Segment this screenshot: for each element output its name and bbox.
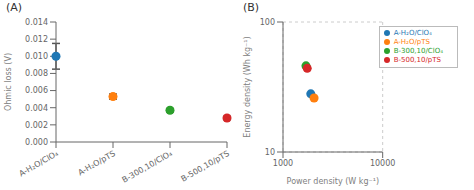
svg-text:10: 10 [265,148,275,157]
svg-text:0.004: 0.004 [25,104,48,113]
html-text:(B): (B) [243,1,260,14]
svg-text:0.002: 0.002 [25,121,48,130]
html-text:B-300,10/ClO₄: B-300,10/ClO₄ [393,47,443,55]
svg-text:1000: 1000 [273,159,293,168]
html-text:A-H₂O/pTS: A-H₂O/pTS [393,38,430,46]
svg-text:A-H₂O/pTS: A-H₂O/pTS [76,149,116,178]
svg-text:0.000: 0.000 [25,138,48,147]
html-text:B-500,10/pTS: B-500,10/pTS [393,56,441,64]
svg-text:0.012: 0.012 [25,35,48,44]
html-text:(A): (A) [6,1,23,14]
svg-text:A-H₂O/ClO₄: A-H₂O/ClO₄ [17,149,59,179]
svg-text:Ohmic loss (V): Ohmic loss (V) [8,53,13,111]
svg-text:Energy density (Wh kg⁻¹): Energy density (Wh kg⁻¹) [243,36,252,137]
html-text:A-H₂O/ClO₄: A-H₂O/ClO₄ [393,29,432,37]
svg-text:10000: 10000 [370,159,395,168]
svg-text:B-500,10/pTS: B-500,10/pTS [179,149,230,184]
svg-text:Power density (W kg⁻¹): Power density (W kg⁻¹) [287,177,379,186]
svg-text:0.006: 0.006 [25,86,48,95]
svg-text:B-300,10/ClO₄: B-300,10/ClO₄ [121,149,174,185]
svg-text:0.010: 0.010 [25,52,48,61]
svg-text:100: 100 [260,18,275,27]
svg-text:0.008: 0.008 [25,69,48,78]
svg-text:0.014: 0.014 [25,18,48,27]
